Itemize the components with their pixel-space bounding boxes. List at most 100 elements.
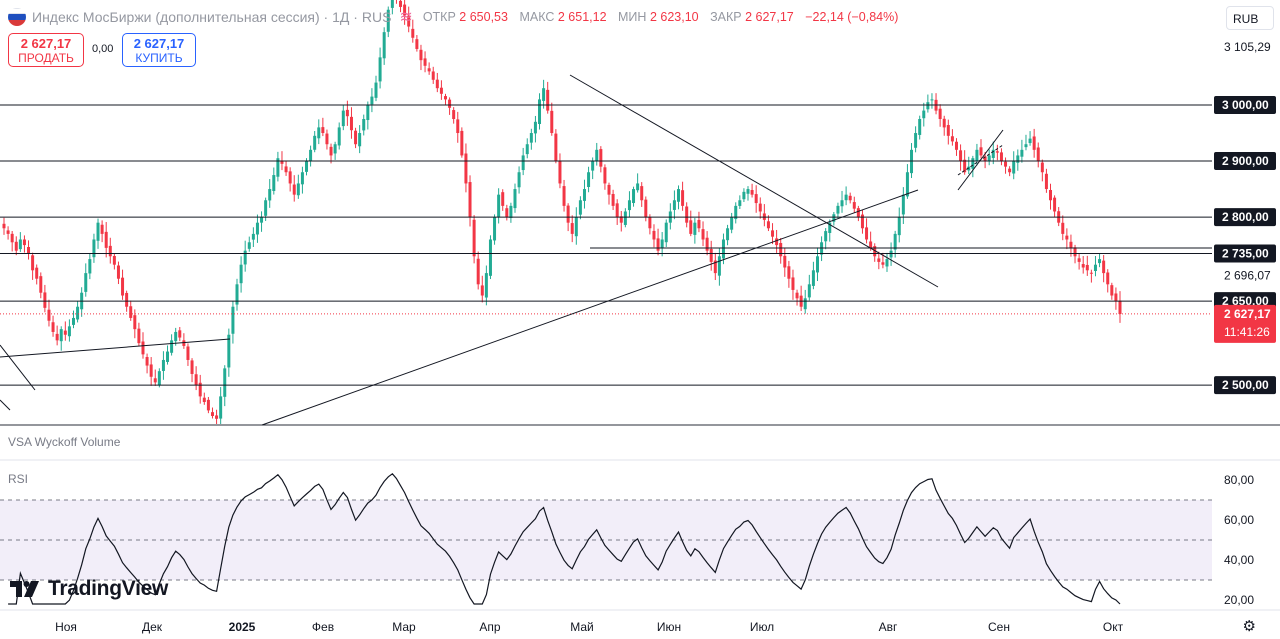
candle-body: [51, 322, 55, 332]
candle-body: [599, 149, 603, 167]
candle-body: [255, 222, 259, 235]
candle-body: [926, 102, 930, 110]
candle-body: [922, 110, 926, 119]
candle-body: [1012, 161, 1016, 174]
candle-body: [1093, 264, 1097, 272]
candle-body: [27, 247, 31, 254]
price-axis-label: 2 696,07: [1224, 268, 1271, 282]
candle-body: [779, 243, 783, 257]
volume-indicator-label[interactable]: VSA Wyckoff Volume: [8, 435, 121, 449]
candle-body: [231, 306, 235, 334]
candle-body: [215, 415, 219, 419]
high-label: МАКС: [519, 10, 555, 24]
candle-body: [219, 396, 223, 419]
candle-body: [1085, 264, 1089, 271]
rsi-indicator-label[interactable]: RSI: [8, 472, 29, 486]
candle-body: [116, 265, 120, 279]
trend-line[interactable]: [569, 74, 939, 288]
sell-button[interactable]: 2 627,17 ПРОДАТЬ: [8, 33, 84, 67]
candle-body: [305, 161, 309, 172]
candle-body: [873, 246, 877, 257]
candle-body: [337, 127, 341, 146]
interval-label[interactable]: 1Д: [332, 9, 350, 25]
candle-body: [603, 167, 607, 184]
candle-body: [582, 189, 586, 201]
candle-body: [468, 182, 472, 218]
candle-body: [897, 217, 901, 236]
ohlc-values: ОТКР 2 650,53 МАКС 2 651,12 МИН 2 623,10…: [423, 10, 899, 24]
candle-body: [243, 250, 247, 265]
market-status-icon[interactable]: ≋: [399, 9, 413, 26]
level-price-tag[interactable]: [1214, 208, 1276, 227]
close-label: ЗАКР: [710, 10, 742, 24]
trend-line[interactable]: [0, 344, 36, 391]
candle-body: [795, 292, 799, 299]
candle-body: [1077, 258, 1081, 262]
time-axis-label: Сен: [988, 620, 1010, 634]
level-price-tag[interactable]: [1214, 152, 1276, 171]
candle-body: [750, 190, 754, 195]
candle-body: [374, 82, 378, 98]
candle-body: [386, 9, 390, 32]
candle-body: [987, 155, 991, 161]
trend-line-dashed[interactable]: [957, 144, 1004, 176]
candle-body: [1081, 264, 1085, 268]
candle-body: [513, 189, 517, 209]
settings-gear-icon[interactable]: ⚙: [1242, 618, 1256, 635]
candle-body: [623, 211, 627, 225]
trend-line[interactable]: [261, 189, 919, 426]
buy-button[interactable]: 2 627,17 КУПИТЬ: [122, 33, 196, 67]
candle-body: [946, 125, 950, 136]
trend-line[interactable]: [0, 338, 231, 358]
candle-body: [194, 374, 198, 386]
candle-body: [227, 334, 231, 368]
level-price-tag[interactable]: [1214, 96, 1276, 114]
candle-body: [554, 133, 558, 162]
level-price-tag[interactable]: [1214, 376, 1276, 395]
candle-body: [938, 108, 942, 120]
candle-body: [754, 194, 758, 204]
candle-body: [157, 371, 161, 385]
candle-body: [35, 267, 39, 279]
candle-body: [771, 230, 775, 237]
candle-body: [959, 150, 963, 162]
candle-body: [677, 189, 681, 202]
sell-label: ПРОДАТЬ: [18, 51, 74, 65]
candle-body: [775, 238, 779, 246]
candle-body: [288, 171, 292, 184]
candle-body: [521, 155, 525, 171]
candle-body: [239, 264, 243, 284]
candle-body: [971, 158, 975, 169]
rsi-axis-label: 80,00: [1224, 473, 1254, 487]
candle-body: [456, 119, 460, 134]
candle-body: [43, 292, 47, 308]
change-value: −22,14 (−0,84%): [805, 10, 899, 24]
candle-body: [313, 135, 317, 150]
candle-body: [149, 364, 153, 377]
last-price-tag: [1214, 304, 1276, 343]
candle-body: [975, 149, 979, 161]
candle-body: [652, 230, 656, 240]
candle-body: [550, 110, 554, 134]
candle-body: [309, 149, 313, 162]
candle-body: [509, 205, 513, 219]
candle-body: [999, 152, 1003, 162]
symbol-title[interactable]: Индекс МосБиржи (дополнительная сессия): [32, 9, 320, 25]
currency-selector[interactable]: RUB: [1226, 6, 1274, 30]
candle-body: [129, 306, 133, 318]
trend-line[interactable]: [0, 399, 11, 411]
candle-body: [178, 330, 182, 338]
level-price-tag[interactable]: [1214, 244, 1276, 263]
tradingview-logo[interactable]: TradingView: [10, 577, 168, 601]
candle-body: [881, 262, 885, 265]
candle-body: [746, 189, 750, 194]
candle-body: [419, 49, 423, 61]
level-price-text: 2 735,00: [1222, 246, 1269, 260]
candle-body: [341, 110, 345, 127]
candle-body: [869, 241, 873, 248]
level-price-text: 2 650,00: [1222, 294, 1269, 308]
candle-body: [366, 105, 370, 121]
candle-body: [562, 186, 566, 206]
candle-body: [223, 368, 227, 397]
